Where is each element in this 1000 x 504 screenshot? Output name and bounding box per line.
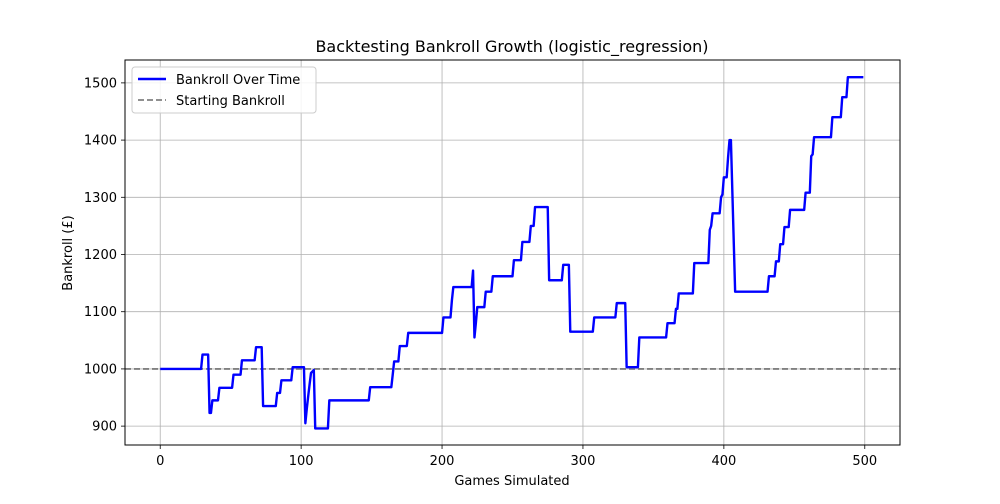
y-ticks: 900 1000 1100 1200 1300 1400 1500 bbox=[84, 76, 125, 435]
y-tick-label: 1400 bbox=[84, 134, 117, 149]
y-tick-label: 900 bbox=[92, 420, 117, 435]
x-ticks: 0 100 200 300 400 500 bbox=[156, 445, 877, 469]
y-axis-label: Bankroll (£) bbox=[61, 215, 76, 290]
legend-label-bankroll: Bankroll Over Time bbox=[176, 73, 300, 88]
y-tick-label: 1000 bbox=[84, 362, 117, 377]
x-tick-label: 200 bbox=[430, 454, 455, 469]
x-tick-label: 0 bbox=[156, 454, 164, 469]
chart-title: Backtesting Bankroll Growth (logistic_re… bbox=[315, 37, 708, 57]
legend: Bankroll Over Time Starting Bankroll bbox=[131, 66, 317, 114]
bankroll-series-line bbox=[160, 75, 864, 430]
x-tick-label: 300 bbox=[571, 454, 596, 469]
y-tick-label: 1200 bbox=[84, 248, 117, 263]
x-tick-label: 100 bbox=[289, 454, 314, 469]
legend-box bbox=[131, 66, 317, 114]
y-tick-label: 1100 bbox=[84, 305, 117, 320]
y-tick-label: 1300 bbox=[84, 191, 117, 206]
grid bbox=[125, 60, 900, 445]
axes-frame bbox=[124, 59, 901, 446]
legend-label-starting: Starting Bankroll bbox=[176, 94, 285, 109]
x-axis-label: Games Simulated bbox=[454, 474, 569, 489]
x-tick-label: 500 bbox=[852, 454, 877, 469]
series-layer bbox=[160, 75, 864, 430]
x-tick-label: 400 bbox=[711, 454, 736, 469]
y-tick-label: 1500 bbox=[84, 76, 117, 91]
